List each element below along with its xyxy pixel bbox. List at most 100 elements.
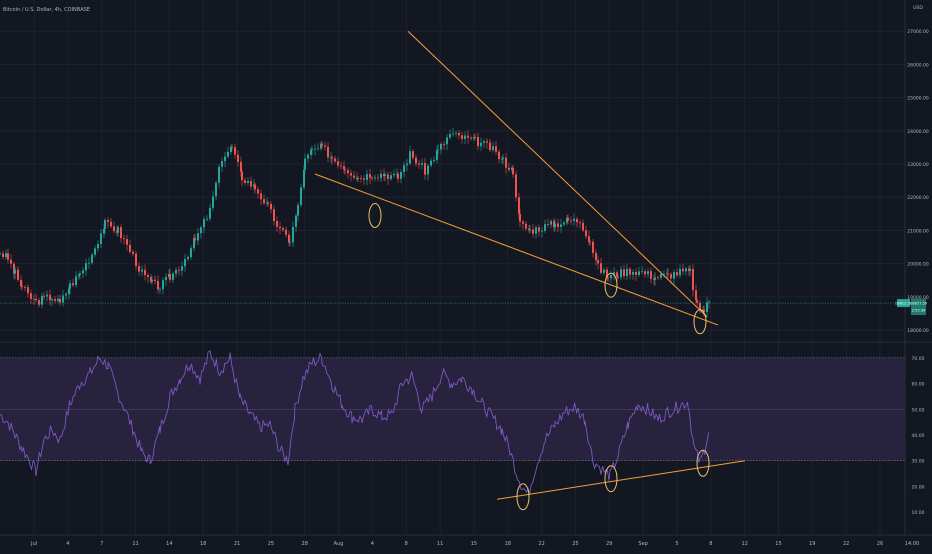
candle-body	[415, 157, 417, 164]
candle-body	[209, 207, 211, 219]
price-highlight-circle	[604, 272, 618, 298]
time-tick-label: 25	[268, 541, 274, 547]
price-highlight-circle	[693, 309, 707, 335]
candle-body	[676, 272, 678, 276]
candle-body	[250, 180, 252, 187]
rsi-tick-label: 50.00	[912, 407, 925, 413]
time-tick-label: Aug	[334, 541, 344, 547]
candle-body	[498, 151, 500, 160]
candle-body	[632, 271, 634, 275]
candle-body	[110, 221, 112, 227]
time-tick-label: 18	[505, 541, 511, 547]
candle-body	[635, 271, 637, 276]
candle-body	[35, 299, 37, 301]
candle-body	[455, 132, 457, 134]
candle-body	[340, 165, 342, 167]
candle-body	[159, 289, 161, 291]
candle-body	[267, 202, 269, 204]
overlays	[314, 30, 746, 511]
rsi-panel[interactable]	[0, 350, 905, 494]
candle-body	[297, 205, 299, 216]
candle-body	[343, 166, 345, 170]
candle-body	[54, 299, 56, 301]
rsi-highlight-circle	[696, 449, 710, 477]
candle-body	[276, 220, 278, 227]
candle-body	[390, 175, 392, 179]
candle-body	[144, 269, 146, 276]
candle-body	[103, 228, 105, 234]
candle-body	[384, 174, 386, 177]
candle-body	[560, 224, 562, 227]
candle-body	[660, 274, 662, 278]
candle-body	[449, 134, 451, 138]
candle-body	[528, 228, 530, 231]
candle-body	[165, 277, 167, 281]
candle-body	[221, 161, 223, 167]
candle-body	[263, 199, 265, 204]
candle-body	[654, 277, 656, 280]
candle-body	[374, 177, 376, 179]
candle-body	[138, 266, 140, 272]
candle-body	[518, 197, 520, 214]
candle-body	[241, 171, 243, 181]
candle-body	[589, 241, 591, 243]
candle-body	[181, 266, 183, 271]
candle-body	[437, 149, 439, 151]
candle-body	[321, 143, 323, 146]
candle-body	[600, 263, 602, 273]
candle-body	[573, 218, 575, 221]
candle-body	[270, 203, 272, 210]
candle-body	[696, 300, 698, 303]
candle-body	[295, 215, 297, 227]
candle-body	[38, 300, 40, 305]
candle-body	[505, 157, 507, 168]
candle-body	[85, 263, 87, 271]
candle-body	[7, 253, 9, 260]
price-tick-label: 24000.00	[907, 129, 929, 135]
candle-body	[51, 299, 53, 301]
candle-body	[17, 269, 19, 280]
candle-body	[620, 269, 622, 278]
candle-body	[592, 241, 594, 253]
candle-body	[141, 269, 143, 272]
chart-title: Bitcoin / U.S. Dollar, 4h, COINBASE	[3, 7, 90, 13]
price-trendline-support	[314, 173, 719, 326]
candle-body	[331, 157, 333, 159]
candle-body	[30, 293, 32, 299]
rsi-highlight-circle	[604, 465, 618, 493]
price-tick-label: 22000.00	[907, 195, 929, 201]
candle-body	[679, 268, 681, 276]
candle-body	[0, 253, 1, 255]
candle-body	[78, 274, 80, 277]
time-tick-label: 11	[437, 541, 443, 547]
candle-body	[100, 233, 102, 244]
candle-body	[292, 226, 294, 243]
candle-body	[557, 223, 559, 227]
candle-body	[597, 260, 599, 264]
candle-body	[403, 165, 405, 173]
candle-body	[495, 146, 497, 152]
candle-body	[443, 143, 445, 145]
candle-body	[175, 269, 177, 274]
price-tick-label: 20000.00	[907, 262, 929, 268]
candle-body	[88, 262, 90, 264]
candle-body	[371, 177, 373, 179]
candle-body	[685, 268, 687, 272]
candle-body	[366, 174, 368, 180]
candle-body	[123, 238, 125, 240]
candle-body	[357, 177, 359, 180]
candle-body	[62, 295, 64, 303]
candle-body	[33, 298, 35, 300]
candle-body	[461, 135, 463, 139]
candle-body	[623, 269, 625, 277]
candle-body	[150, 276, 152, 282]
price-tick-label: 19000.00	[907, 295, 929, 301]
price-panel[interactable]	[0, 128, 905, 318]
candle-body	[350, 173, 352, 176]
candle-body	[14, 269, 16, 274]
candle-body	[616, 272, 618, 277]
candle-body	[75, 276, 77, 286]
candle-body	[135, 253, 137, 267]
